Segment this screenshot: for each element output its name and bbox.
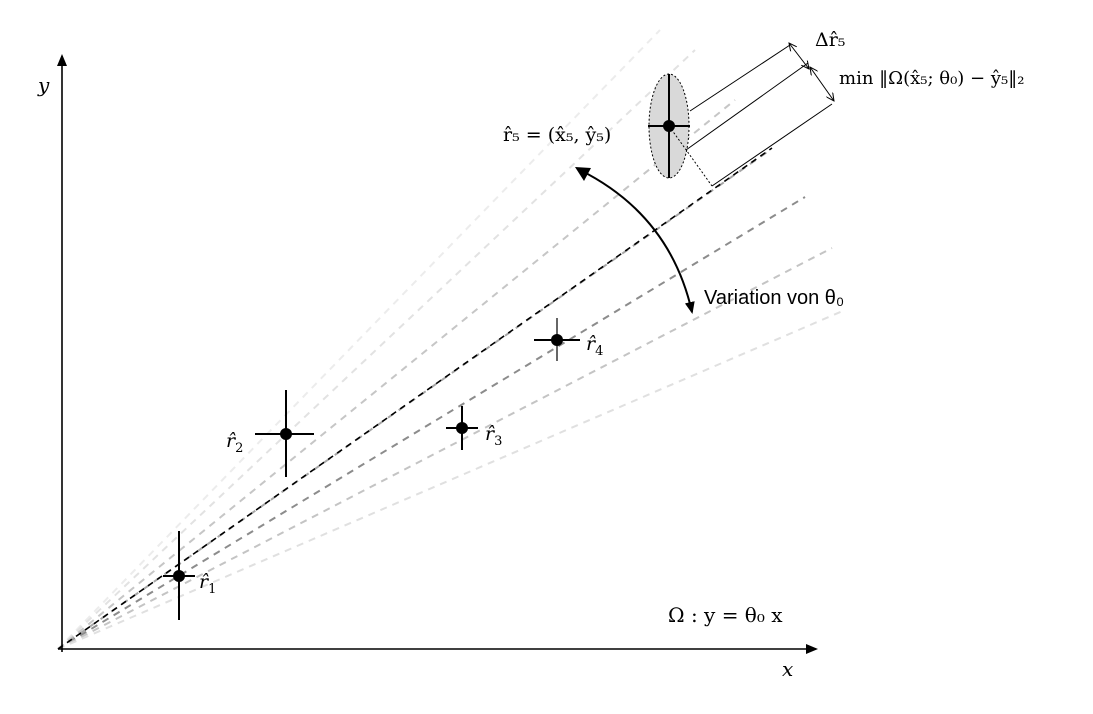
theta-variation-arrowhead-top [575, 167, 591, 181]
perpendicular-projection [668, 125, 713, 187]
y-axis-label: y [37, 73, 50, 97]
extension-line-upper [689, 44, 791, 112]
point-marker [173, 570, 185, 582]
point-marker [280, 428, 292, 440]
data-point-r1 [163, 531, 195, 620]
candidate-line [57, 49, 696, 650]
extension-line-middle [685, 62, 809, 151]
x-axis-label: x [782, 657, 793, 681]
delta-r5-label: Δr̂₅ [815, 29, 845, 51]
candidate-line [57, 247, 833, 650]
data-point-r4 [534, 318, 580, 361]
candidate-line [57, 99, 736, 650]
fitted-model-line [57, 147, 773, 650]
r5-definition-label: r̂₅ = (x̂₅, ŷ₅) [503, 124, 611, 146]
data-point-r3 [446, 406, 478, 450]
model-equation-label: Ω : y = θ₀ x [668, 603, 783, 627]
model-line-fan [57, 29, 846, 650]
point-label-r4: r̂4 [586, 333, 603, 359]
distance-construction [668, 43, 834, 187]
min-residual-label: min ‖Ω(x̂₅; θ₀) − ŷ₅‖₂ [839, 68, 1024, 89]
candidate-line [57, 29, 661, 650]
point-label-r3: r̂3 [485, 423, 502, 449]
candidate-line [57, 309, 846, 650]
delta-r5-dimension-arrow [789, 43, 809, 69]
theta-variation-arrow [579, 169, 695, 314]
point-marker [551, 334, 563, 346]
extension-line-lower [711, 103, 833, 187]
variation-label: Variation von θ₀ [704, 287, 844, 309]
residual-dimension-arrow [810, 67, 834, 101]
data-point-r2 [255, 390, 314, 477]
point-label-r2: r̂2 [226, 430, 243, 456]
point-label-r1: r̂1 [199, 571, 216, 597]
point-marker [456, 422, 468, 434]
axes: x y [37, 54, 818, 681]
